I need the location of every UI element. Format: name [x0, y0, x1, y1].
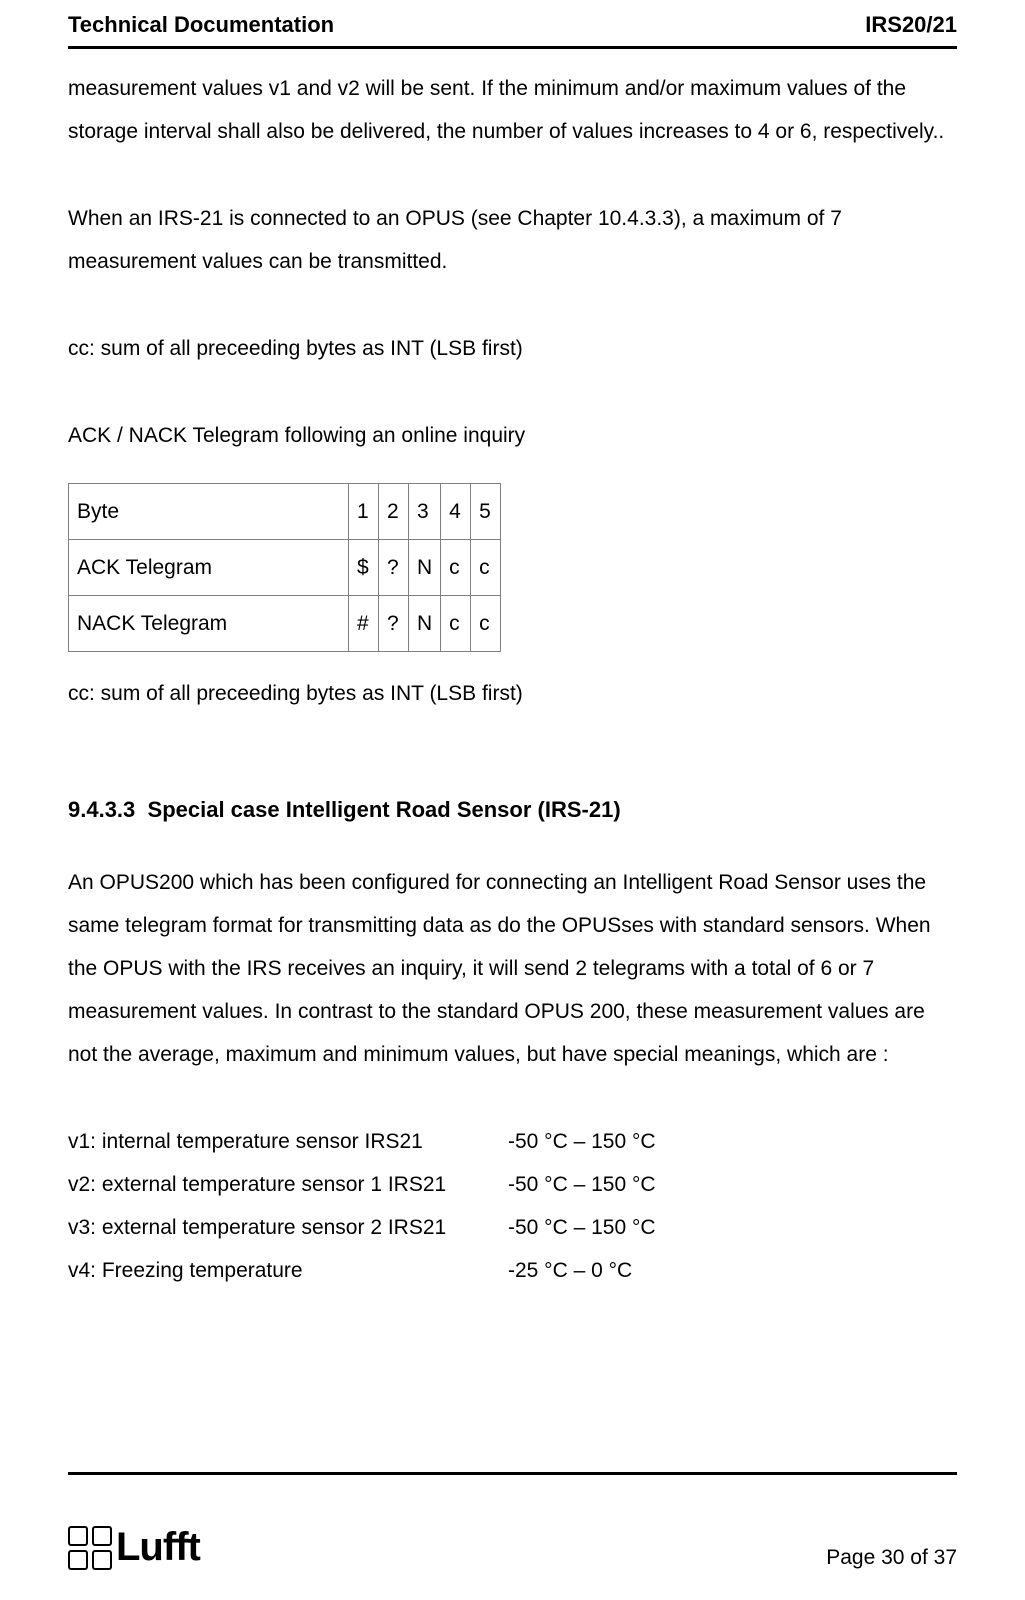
logo-text: Lufft	[116, 1525, 200, 1570]
paragraph-1: measurement values v1 and v2 will be sen…	[68, 67, 957, 153]
paragraph-5: cc: sum of all preceeding bytes as INT (…	[68, 672, 957, 715]
paragraph-6: An OPUS200 which has been configured for…	[68, 861, 957, 1076]
header-left: Technical Documentation	[68, 12, 334, 38]
table-cell: ACK Telegram	[69, 540, 349, 596]
logo-mark-icon	[68, 1526, 112, 1570]
footer-rule	[68, 1472, 957, 1475]
table-row: NACK Telegram # ? N c c	[69, 596, 501, 652]
paragraph-2: When an IRS-21 is connected to an OPUS (…	[68, 197, 957, 283]
ack-nack-table: Byte 1 2 3 4 5 ACK Telegram $ ? N c c NA…	[68, 483, 501, 652]
table-cell: 4	[441, 484, 471, 540]
value-range: -50 °C – 150 °C	[508, 1163, 656, 1206]
table-cell: 3	[409, 484, 441, 540]
value-range: -25 °C – 0 °C	[508, 1249, 632, 1292]
section-title: Special case Intelligent Road Sensor (IR…	[148, 797, 621, 822]
value-desc: v2: external temperature sensor 1 IRS21	[68, 1163, 508, 1206]
value-range: -50 °C – 150 °C	[508, 1120, 656, 1163]
table-cell: c	[471, 540, 501, 596]
table-row: ACK Telegram $ ? N c c	[69, 540, 501, 596]
paragraph-3: cc: sum of all preceeding bytes as INT (…	[68, 327, 957, 370]
table-cell: N	[409, 540, 441, 596]
table-cell: 5	[471, 484, 501, 540]
page-number: Page 30 of 37	[826, 1546, 957, 1570]
value-desc: v1: internal temperature sensor IRS21	[68, 1120, 508, 1163]
list-item: v4: Freezing temperature -25 °C – 0 °C	[68, 1249, 957, 1292]
list-item: v1: internal temperature sensor IRS21 -5…	[68, 1120, 957, 1163]
table-cell: #	[349, 596, 379, 652]
page-header: Technical Documentation IRS20/21	[68, 0, 957, 44]
table-cell: NACK Telegram	[69, 596, 349, 652]
paragraph-4: ACK / NACK Telegram following an online …	[68, 414, 957, 457]
table-cell: 1	[349, 484, 379, 540]
body-content: measurement values v1 and v2 will be sen…	[68, 67, 957, 1292]
list-item: v2: external temperature sensor 1 IRS21 …	[68, 1163, 957, 1206]
table-row: Byte 1 2 3 4 5	[69, 484, 501, 540]
list-item: v3: external temperature sensor 2 IRS21 …	[68, 1206, 957, 1249]
table-cell: Byte	[69, 484, 349, 540]
table-cell: N	[409, 596, 441, 652]
table-cell: c	[441, 596, 471, 652]
section-heading: 9.4.3.3 Special case Intelligent Road Se…	[68, 787, 957, 832]
table-cell: 2	[379, 484, 409, 540]
header-right: IRS20/21	[865, 12, 957, 38]
value-desc: v3: external temperature sensor 2 IRS21	[68, 1206, 508, 1249]
table-cell: ?	[379, 596, 409, 652]
lufft-logo: Lufft	[68, 1525, 200, 1570]
value-desc: v4: Freezing temperature	[68, 1249, 508, 1292]
page-footer: Lufft Page 30 of 37	[68, 1490, 957, 1570]
header-rule	[68, 46, 957, 49]
value-list: v1: internal temperature sensor IRS21 -5…	[68, 1120, 957, 1292]
table-cell: c	[441, 540, 471, 596]
value-range: -50 °C – 150 °C	[508, 1206, 656, 1249]
table-cell: c	[471, 596, 501, 652]
table-cell: ?	[379, 540, 409, 596]
table-cell: $	[349, 540, 379, 596]
section-number: 9.4.3.3	[68, 797, 135, 822]
